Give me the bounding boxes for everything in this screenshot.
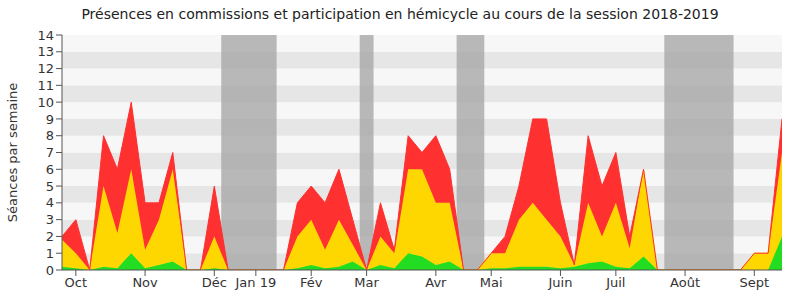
- svg-text:10: 10: [37, 95, 54, 110]
- svg-text:13: 13: [37, 44, 54, 59]
- svg-text:Juil: Juil: [605, 275, 625, 290]
- svg-text:7: 7: [46, 145, 54, 160]
- svg-text:4: 4: [46, 195, 54, 210]
- svg-text:Fév: Fév: [300, 275, 323, 290]
- svg-text:1: 1: [46, 246, 54, 261]
- svg-text:Juin: Juin: [547, 275, 572, 290]
- svg-text:Avr: Avr: [425, 275, 447, 290]
- svg-text:Nov: Nov: [132, 275, 158, 290]
- svg-text:14: 14: [37, 28, 54, 43]
- svg-text:9: 9: [46, 112, 54, 127]
- svg-text:Oct: Oct: [65, 275, 87, 290]
- svg-text:3: 3: [46, 212, 54, 227]
- svg-text:2: 2: [46, 229, 54, 244]
- svg-text:Mar: Mar: [354, 275, 379, 290]
- svg-text:11: 11: [37, 78, 54, 93]
- svg-text:Août: Août: [670, 275, 700, 290]
- svg-text:Sept: Sept: [740, 275, 770, 290]
- svg-text:12: 12: [37, 61, 54, 76]
- svg-text:Jan 19: Jan 19: [234, 275, 276, 290]
- svg-text:5: 5: [46, 179, 54, 194]
- svg-text:Déc: Déc: [202, 275, 227, 290]
- svg-text:6: 6: [46, 162, 54, 177]
- html-text:Présences en commissions et pa: Présences en commissions et participatio…: [81, 6, 719, 22]
- svg-text:8: 8: [46, 128, 54, 143]
- svg-text:0: 0: [46, 263, 54, 278]
- svg-text:Séances par semaine: Séances par semaine: [8, 83, 20, 222]
- svg-text:Mai: Mai: [480, 275, 503, 290]
